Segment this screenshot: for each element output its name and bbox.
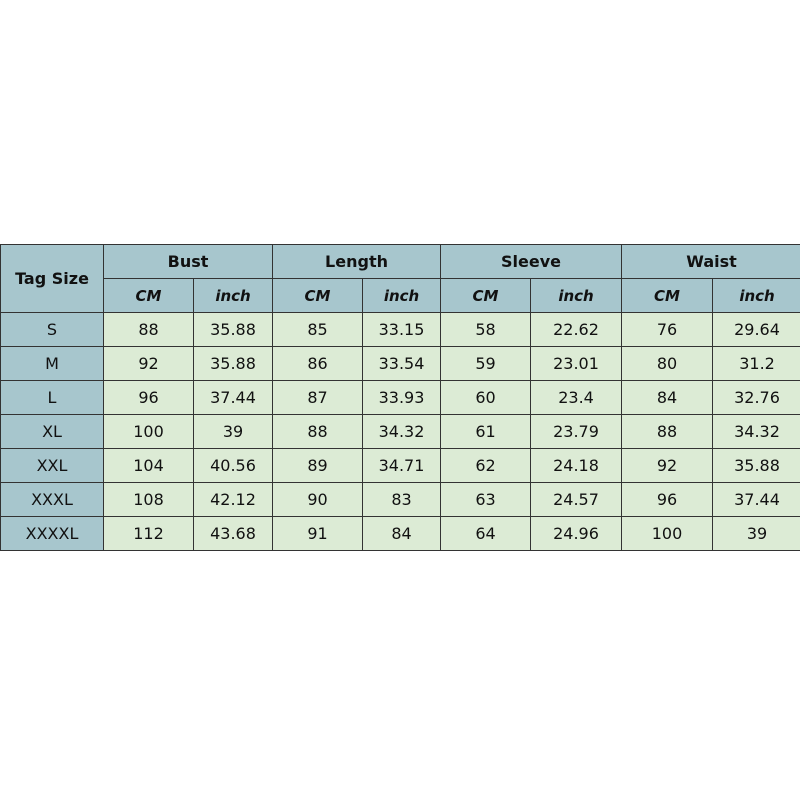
measurement-cell: 87 <box>272 380 364 415</box>
waist-header: Waist <box>621 244 800 279</box>
table-row: XL 100 39 88 34.32 61 23.79 88 34.32 <box>0 414 800 449</box>
measurement-cell: 83 <box>362 482 442 517</box>
measurement-cell: 92 <box>621 448 714 483</box>
measurement-cell: 29.64 <box>712 312 800 347</box>
tag-size-cell: XL <box>0 414 104 449</box>
measurement-cell: 90 <box>272 482 364 517</box>
measurement-cell: 60 <box>440 380 532 415</box>
measurement-cell: 37.44 <box>712 482 800 517</box>
measurement-cell: 23.4 <box>530 380 623 415</box>
measurement-cell: 61 <box>440 414 532 449</box>
unit-cm-header: CM <box>621 278 714 313</box>
measurement-cell: 33.15 <box>362 312 442 347</box>
table-row: XXXL 108 42.12 90 83 63 24.57 96 37.44 <box>0 482 800 517</box>
header-row-units: CM inch CM inch CM inch CM inch <box>1 278 800 313</box>
measurement-cell: 31.2 <box>712 346 800 381</box>
measurement-cell: 88 <box>272 414 364 449</box>
measurement-cell: 33.93 <box>362 380 442 415</box>
measurement-cell: 92 <box>103 346 194 381</box>
measurement-cell: 40.56 <box>192 448 274 483</box>
measurement-cell: 100 <box>621 516 714 551</box>
table-row: XXXXL 112 43.68 91 84 64 24.96 100 39 <box>0 516 800 551</box>
measurement-cell: 108 <box>103 482 194 517</box>
unit-inch-header: inch <box>192 278 274 313</box>
table-row: XXL 104 40.56 89 34.71 62 24.18 92 35.88 <box>0 448 800 483</box>
size-chart-table: Tag Size Bust Length Sleeve Waist CM inc… <box>0 244 800 551</box>
measurement-cell: 100 <box>103 414 194 449</box>
tag-size-cell: M <box>0 346 104 381</box>
measurement-cell: 96 <box>103 380 194 415</box>
measurement-cell: 23.01 <box>530 346 623 381</box>
measurement-cell: 96 <box>621 482 714 517</box>
measurement-cell: 43.68 <box>192 516 274 551</box>
measurement-cell: 104 <box>103 448 194 483</box>
measurement-cell: 35.88 <box>712 448 800 483</box>
measurement-cell: 32.76 <box>712 380 800 415</box>
measurement-cell: 24.96 <box>530 516 623 551</box>
measurement-cell: 42.12 <box>192 482 274 517</box>
measurement-cell: 39 <box>712 516 800 551</box>
unit-inch-header: inch <box>530 278 623 313</box>
measurement-cell: 35.88 <box>192 312 274 347</box>
measurement-cell: 24.57 <box>530 482 623 517</box>
table-row: L 96 37.44 87 33.93 60 23.4 84 32.76 <box>0 380 800 415</box>
bust-header: Bust <box>102 244 274 279</box>
measurement-cell: 22.62 <box>530 312 623 347</box>
unit-inch-header: inch <box>712 278 800 313</box>
measurement-cell: 37.44 <box>192 380 274 415</box>
measurement-cell: 112 <box>103 516 194 551</box>
measurement-cell: 63 <box>440 482 532 517</box>
measurement-cell: 88 <box>621 414 714 449</box>
measurement-cell: 89 <box>272 448 364 483</box>
unit-cm-header: CM <box>272 278 364 313</box>
tag-size-cell: XXL <box>0 448 104 483</box>
measurement-cell: 59 <box>440 346 532 381</box>
measurement-cell: 34.32 <box>362 414 442 449</box>
tag-size-cell: S <box>0 312 104 347</box>
measurement-cell: 64 <box>440 516 532 551</box>
measurement-cell: 62 <box>440 448 532 483</box>
measurement-cell: 84 <box>621 380 714 415</box>
table-row: M 92 35.88 86 33.54 59 23.01 80 31.2 <box>0 346 800 381</box>
measurement-cell: 84 <box>362 516 442 551</box>
measurement-cell: 39 <box>192 414 274 449</box>
measurement-cell: 33.54 <box>362 346 442 381</box>
measurement-cell: 58 <box>440 312 532 347</box>
unit-inch-header: inch <box>362 278 442 313</box>
tag-size-cell: XXXL <box>0 482 104 517</box>
length-header: Length <box>272 244 442 279</box>
sleeve-header: Sleeve <box>440 244 623 279</box>
unit-cm-header: CM <box>440 278 532 313</box>
measurement-cell: 35.88 <box>192 346 274 381</box>
measurement-cell: 91 <box>272 516 364 551</box>
header-row-groups: Tag Size Bust Length Sleeve Waist <box>0 244 800 313</box>
measurement-cell: 24.18 <box>530 448 623 483</box>
tag-size-header: Tag Size <box>0 244 104 313</box>
measurement-cell: 86 <box>272 346 364 381</box>
measurement-cell: 34.71 <box>362 448 442 483</box>
measurement-cell: 85 <box>272 312 364 347</box>
measurement-cell: 76 <box>621 312 714 347</box>
measurement-cell: 80 <box>621 346 714 381</box>
unit-cm-header: CM <box>103 278 194 313</box>
tag-size-cell: XXXXL <box>0 516 104 551</box>
measurement-cell: 34.32 <box>712 414 800 449</box>
measurement-cell: 23.79 <box>530 414 623 449</box>
table-row: S 88 35.88 85 33.15 58 22.62 76 29.64 <box>0 312 800 347</box>
tag-size-cell: L <box>0 380 104 415</box>
measurement-cell: 88 <box>103 312 194 347</box>
